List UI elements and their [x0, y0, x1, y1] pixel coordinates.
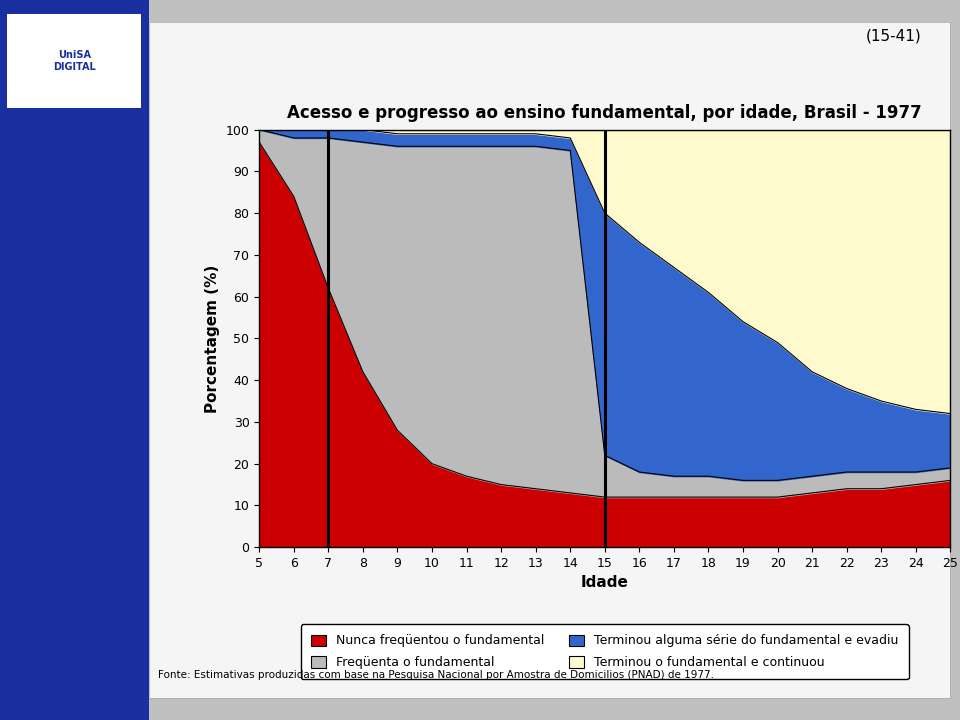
Legend: Nunca freqüentou o fundamental, Freqüenta o fundamental, Terminou alguma série d: Nunca freqüentou o fundamental, Freqüent… [300, 624, 909, 679]
Text: Fonte: Estimativas produzidas com base na Pesquisa Nacional por Amostra de Domic: Fonte: Estimativas produzidas com base n… [158, 670, 714, 680]
Y-axis label: Porcentagem (%): Porcentagem (%) [205, 264, 220, 413]
Bar [8, 14, 141, 108]
Text: (15-41): (15-41) [866, 29, 922, 44]
X-axis label: Idade: Idade [581, 575, 629, 590]
Title: Acesso e progresso ao ensino fundamental, por idade, Brasil - 1977: Acesso e progresso ao ensino fundamental… [287, 104, 923, 122]
Text: UniSA
DIGITAL: UniSA DIGITAL [53, 50, 96, 72]
